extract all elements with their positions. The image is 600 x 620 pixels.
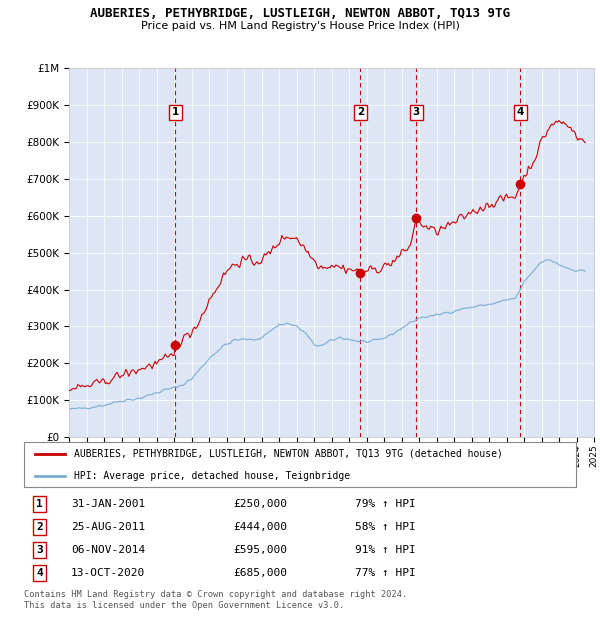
Text: Contains HM Land Registry data © Crown copyright and database right 2024.
This d: Contains HM Land Registry data © Crown c…	[24, 590, 407, 609]
Text: £685,000: £685,000	[234, 568, 288, 578]
Text: 2: 2	[357, 107, 364, 117]
Text: £444,000: £444,000	[234, 522, 288, 532]
Text: 25-AUG-2011: 25-AUG-2011	[71, 522, 145, 532]
Text: 79% ↑ HPI: 79% ↑ HPI	[355, 498, 416, 509]
Text: £250,000: £250,000	[234, 498, 288, 509]
Text: £595,000: £595,000	[234, 545, 288, 555]
Text: 58% ↑ HPI: 58% ↑ HPI	[355, 522, 416, 532]
Text: AUBERIES, PETHYBRIDGE, LUSTLEIGH, NEWTON ABBOT, TQ13 9TG (detached house): AUBERIES, PETHYBRIDGE, LUSTLEIGH, NEWTON…	[74, 449, 503, 459]
Text: 3: 3	[36, 545, 43, 555]
Text: AUBERIES, PETHYBRIDGE, LUSTLEIGH, NEWTON ABBOT, TQ13 9TG: AUBERIES, PETHYBRIDGE, LUSTLEIGH, NEWTON…	[90, 7, 510, 20]
Text: 06-NOV-2014: 06-NOV-2014	[71, 545, 145, 555]
Text: 1: 1	[36, 498, 43, 509]
Text: 2: 2	[36, 522, 43, 532]
Text: HPI: Average price, detached house, Teignbridge: HPI: Average price, detached house, Teig…	[74, 471, 350, 480]
Text: Price paid vs. HM Land Registry's House Price Index (HPI): Price paid vs. HM Land Registry's House …	[140, 21, 460, 31]
Text: 77% ↑ HPI: 77% ↑ HPI	[355, 568, 416, 578]
Text: 1: 1	[172, 107, 179, 117]
Text: 91% ↑ HPI: 91% ↑ HPI	[355, 545, 416, 555]
Text: 4: 4	[36, 568, 43, 578]
Text: 13-OCT-2020: 13-OCT-2020	[71, 568, 145, 578]
Text: 31-JAN-2001: 31-JAN-2001	[71, 498, 145, 509]
Text: 4: 4	[517, 107, 524, 117]
Text: 3: 3	[413, 107, 420, 117]
